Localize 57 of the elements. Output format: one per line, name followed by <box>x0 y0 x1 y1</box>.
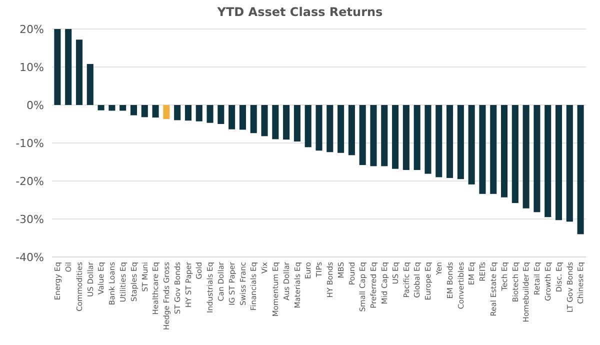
bar <box>261 105 268 136</box>
bar <box>414 105 420 170</box>
bar <box>316 105 322 151</box>
bar <box>500 105 508 198</box>
bar <box>348 105 355 156</box>
bar <box>76 40 83 105</box>
bar <box>338 105 344 153</box>
bar <box>196 105 202 122</box>
bar <box>479 105 486 194</box>
y-tick-label: 20% <box>20 22 44 36</box>
bar <box>544 105 552 218</box>
bar <box>577 105 584 234</box>
bar <box>54 29 61 105</box>
bar <box>130 105 138 116</box>
bar <box>86 64 94 105</box>
bar <box>239 105 246 130</box>
y-tick-label: 10% <box>20 60 44 74</box>
bar <box>283 105 290 140</box>
bar <box>184 105 192 121</box>
bar <box>218 105 224 124</box>
bar <box>490 105 497 194</box>
bar <box>120 105 126 111</box>
bar <box>250 105 257 134</box>
bar <box>152 105 159 118</box>
bar <box>294 105 300 142</box>
y-tick-label: -30% <box>16 212 44 226</box>
bar <box>228 105 236 130</box>
bar <box>272 105 279 140</box>
bar <box>566 105 573 222</box>
bar <box>446 105 454 178</box>
bar <box>402 105 410 170</box>
bar <box>65 29 72 105</box>
chart-title: YTD Asset Class Returns <box>216 5 383 19</box>
bar <box>512 105 518 204</box>
bar <box>424 105 432 174</box>
bar <box>163 105 170 120</box>
bar <box>436 105 442 178</box>
y-tick-label: -10% <box>16 136 44 150</box>
bar <box>370 105 377 166</box>
bar <box>534 105 540 212</box>
bar <box>522 105 530 208</box>
y-tick-label: -40% <box>16 250 44 264</box>
bar <box>108 105 116 111</box>
y-tick-label: 0% <box>26 98 44 112</box>
bar <box>555 105 562 220</box>
bar <box>381 105 388 166</box>
bar <box>326 105 334 152</box>
bar <box>174 105 181 120</box>
bar <box>304 105 312 148</box>
y-tick-label: -20% <box>16 174 44 188</box>
bar <box>98 105 104 110</box>
bar <box>141 105 148 118</box>
bar <box>206 105 214 123</box>
bar <box>457 105 464 180</box>
bar <box>359 105 366 166</box>
bar <box>468 105 475 184</box>
bar <box>392 105 399 169</box>
